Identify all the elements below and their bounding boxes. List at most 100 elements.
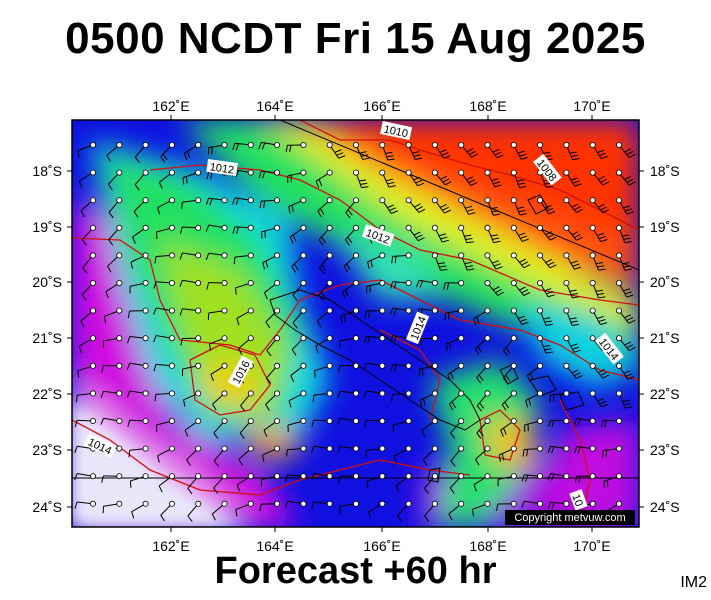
wind-barb-feather [415,234,423,239]
wind-station [116,279,123,286]
wind-barb-feather [446,282,450,290]
wind-barb-feather [502,377,508,384]
wind-barb-feather [570,292,578,296]
wind-barb-feather [292,234,297,242]
wind-station [484,307,491,314]
wind-barb-feather [235,287,237,295]
wind-station [352,141,359,148]
wind-station [563,417,570,424]
wind-barb-feather [478,374,484,381]
wind-station [352,445,359,452]
wind-station [326,279,333,286]
wind-station [116,307,123,314]
wind-barb-feather [184,429,189,437]
wind-barb-feather [362,157,370,161]
wind-barb-feather [205,253,210,261]
wind-station [589,279,596,286]
wind-barb-feather [289,236,294,244]
wind-station [221,279,228,286]
wind-station [589,362,596,369]
wind-station [379,307,386,314]
wind-barb-feather [450,460,456,467]
wind-barb-feather [598,368,605,374]
wind-station [247,169,254,176]
wind-station [274,307,281,314]
wind-station [458,252,465,259]
wind-station [589,169,596,176]
wind-station [616,252,623,259]
wind-barb-feather [414,203,421,208]
wind-station [589,141,596,148]
wind-barb-feather [468,150,476,156]
wind-station [116,445,123,452]
wind-barb-feather [209,198,213,206]
wind-barb-feather [624,314,631,319]
wind-barb-feather [129,480,132,489]
wind-station [537,417,544,424]
wind-station [405,169,412,176]
map-frame [71,119,640,528]
lon-labels-top: 162˚E 164˚E 166˚E 168˚E 170˚E [152,98,610,114]
wind-station [142,335,149,342]
wind-station [142,224,149,231]
wind-station [116,500,123,507]
wind-station [484,335,491,342]
isobar-label: 1012 [209,161,235,176]
isobar-label: 1010 [383,124,409,141]
wind-station [405,224,412,231]
wind-barb-feather [624,268,632,271]
wind-barb-feather [385,151,393,154]
wind-barb-feather [344,289,349,297]
wind-station [405,141,412,148]
wind-barb-feather [187,515,193,522]
lat-label: 20˚S [650,274,680,290]
wind-barb-feather [236,484,241,492]
wind-barb-feather [364,420,367,428]
wind-barb-feather [575,374,583,379]
wind-station [405,445,412,452]
wind-barb-feather [503,427,507,435]
wind-barb-feather [132,236,136,244]
wind-station [90,279,97,286]
wind-barb-feather [393,281,397,289]
wind-station [379,390,386,397]
wind-barb-feather [570,260,578,264]
wind-station [116,169,123,176]
wind-station [537,252,544,259]
wind-station [431,417,438,424]
wind-station [537,362,544,369]
tick-marks [67,115,644,532]
wind-station [274,473,281,480]
wind-barb-feather [266,377,272,384]
wind-station [90,417,97,424]
wind-barb-feather [628,153,636,158]
wind-barb-feather [386,155,394,158]
wind-barb-feather [476,432,482,439]
wind-barb-feather [391,394,394,402]
wind-barb-feather [476,377,482,384]
wind-station [458,307,465,314]
wind-station [379,362,386,369]
wind-station [431,279,438,286]
wind-station [221,417,228,424]
wind-barb-feather [259,201,262,209]
wind-barb-feather [468,179,476,184]
wind-station [116,362,123,369]
wind-barb-feather [576,208,583,214]
wind-barb-feather [570,320,578,323]
wind-barb-feather [577,446,581,454]
wind-barb-feather [572,157,580,161]
wind-barb-feather [238,459,243,466]
wind-barb-feather [284,500,289,508]
wind-barb-feather [602,181,610,186]
wind-station [326,335,333,342]
wind-station [195,362,202,369]
wind-barb-feather [235,170,239,178]
wind-barb-feather [390,364,394,372]
wind-station [589,445,596,452]
wind-station [300,252,307,259]
wind-barb-feather [319,208,325,215]
wind-barb-feather [210,172,213,180]
wind-station [142,390,149,397]
wind-station [300,307,307,314]
